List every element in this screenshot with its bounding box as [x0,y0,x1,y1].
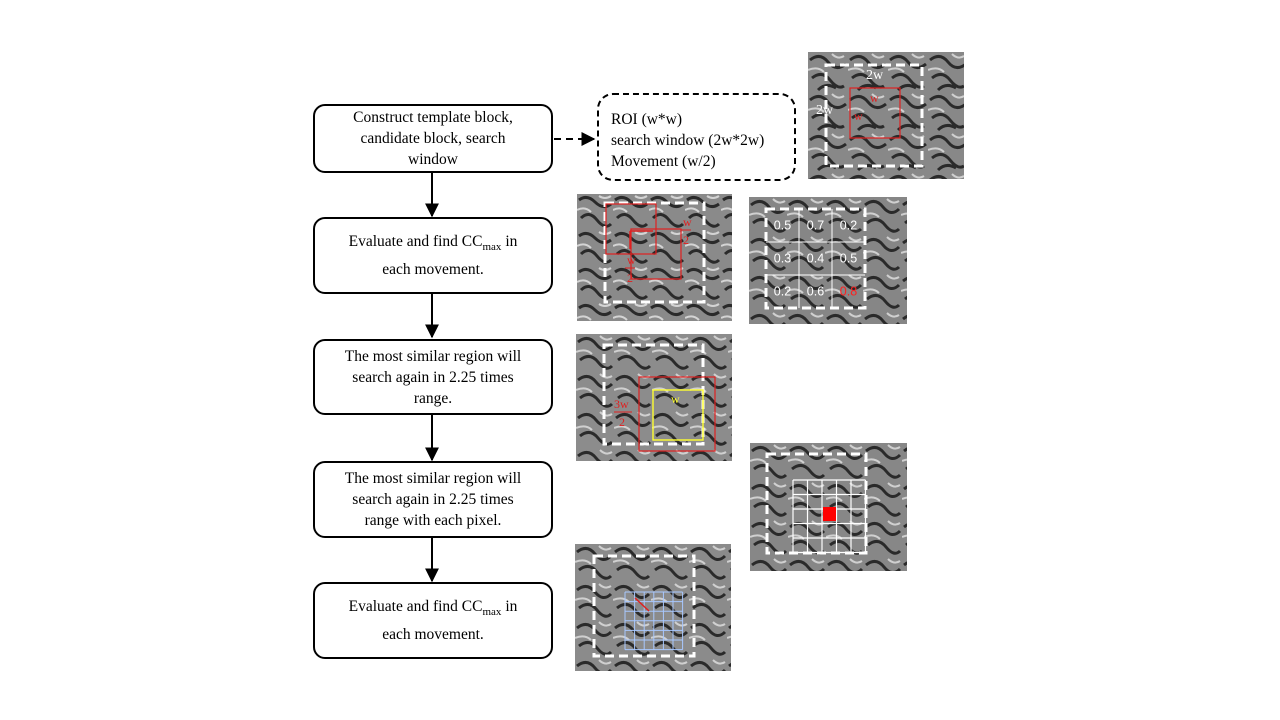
step-1-line-1: Construct template block, [353,109,513,126]
note-search-window: search window (2w*2w) [611,132,765,149]
step-3-line-1: The most similar region will [344,347,522,365]
step-4-line-3: range with each pixel. [364,512,502,529]
step-2-line-2: each movement. [382,260,484,278]
label-w-side: w [854,109,863,123]
fine-grid-lines [624,591,684,651]
step-construct-blocks: Construct template block, candidate bloc… [313,104,553,173]
label-3w: 3w [614,397,629,411]
cc-cell-7: 0.6 [807,285,824,299]
label-2: 2 [619,415,625,429]
step-1-line-2: candidate block, search [360,130,506,147]
cc-value-cells: 0.5 0.7 0.2 0.3 0.4 0.5 0.2 0.6 0.8 [774,219,857,299]
panel-roi-search-window: 2w 2w w w [808,52,964,179]
cc-cell-0: 0.5 [774,219,791,233]
search-window-outline [824,63,924,168]
parameter-note: ROI (w*w) search window (2w*2w) Movement… [597,93,796,181]
cc-cell-5: 0.5 [840,252,857,266]
label-2-right: 2 [683,233,689,247]
panel-expanded-search: w 3w 2 [576,334,732,461]
note-movement: Movement (w/2) [611,153,716,170]
panel-pixel-grid [750,443,907,571]
step-2-line-1: Evaluate and find CCmax in [348,233,518,254]
cc-cell-1: 0.7 [807,219,824,233]
search-window-outline [603,201,706,304]
step-4-line-2: search again in 2.25 times [352,491,514,508]
label-2w-top: 2w [866,68,884,83]
cc-cell-4: 0.4 [807,252,824,266]
step-5-line-1: Evaluate and find CCmax in [348,598,518,619]
panel-cc-grid: 0.5 0.7 0.2 0.3 0.4 0.5 0.2 0.6 0.8 [749,197,907,324]
search-window-outline [764,207,867,310]
panel-half-step-movement: w 2 w 2 [577,194,732,321]
cc-cell-6: 0.2 [774,285,791,299]
step-3-line-2: search again in 2.25 times [352,368,514,386]
step-5-line-2: each movement. [382,625,484,643]
step-evaluate-ccmax-2: Evaluate and find CCmax in each movement… [313,582,553,659]
step-evaluate-ccmax-1: Evaluate and find CCmax in each movement… [313,217,553,294]
roi-outline [849,87,901,139]
panel-final-grid [575,544,731,671]
pixel-grid-lines [792,479,867,554]
search-window-outline [592,554,696,658]
step-search-each-pixel: The most similar region will search agai… [313,461,553,538]
label-2w-side: 2w [816,103,834,118]
expanded-region [638,376,716,452]
step-search-again: The most similar region will search agai… [313,339,553,415]
label-w: w [671,392,680,406]
cc-cell-3: 0.3 [774,252,791,266]
label-2-left: 2 [627,271,633,285]
best-pixel-marker [823,507,836,521]
step-3-line-3: range. [413,389,453,407]
cc-cell-2: 0.2 [840,219,857,233]
label-w-top: w [870,91,879,105]
moved-block [630,228,682,280]
label-w-left: w [627,253,636,267]
label-w-right: w [683,215,692,229]
step-1-line-3: window [408,151,458,168]
step-4-line-1: The most similar region will [344,470,522,487]
best-match-roi [652,389,704,441]
cc-cell-8: 0.8 [840,285,857,299]
displacement-vector [634,597,650,612]
note-roi: ROI (w*w) [611,111,683,128]
